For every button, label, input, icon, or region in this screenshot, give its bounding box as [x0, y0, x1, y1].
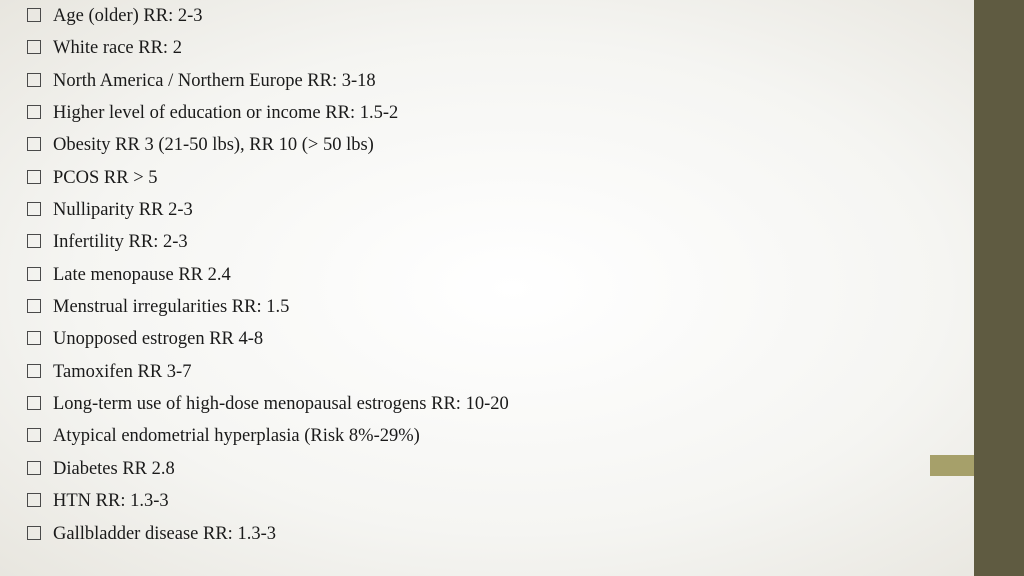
list-item: Higher level of education or income RR: …	[27, 101, 907, 125]
checkbox-bullet-icon	[27, 396, 41, 410]
list-item-text: HTN RR: 1.3-3	[53, 489, 907, 513]
checkbox-bullet-icon	[27, 299, 41, 313]
checkbox-bullet-icon	[27, 40, 41, 54]
checkbox-bullet-icon	[27, 461, 41, 475]
list-item-text: Age (older) RR: 2-3	[53, 4, 907, 28]
checkbox-bullet-icon	[27, 170, 41, 184]
checkbox-bullet-icon	[27, 493, 41, 507]
list-item-text: Obesity RR 3 (21-50 lbs), RR 10 (> 50 lb…	[53, 133, 907, 157]
sidebar-accent-block	[930, 455, 974, 476]
list-item: Obesity RR 3 (21-50 lbs), RR 10 (> 50 lb…	[27, 133, 907, 157]
list-item-text: Menstrual irregularities RR: 1.5	[53, 295, 907, 319]
list-item-text: Gallbladder disease RR: 1.3-3	[53, 522, 907, 546]
checkbox-bullet-icon	[27, 8, 41, 22]
list-item-text: North America / Northern Europe RR: 3-18	[53, 69, 907, 93]
list-item-text: Atypical endometrial hyperplasia (Risk 8…	[53, 424, 907, 448]
list-item: Atypical endometrial hyperplasia (Risk 8…	[27, 424, 907, 448]
list-item-text: PCOS RR > 5	[53, 166, 907, 190]
list-item-text: White race RR: 2	[53, 36, 907, 60]
list-item: Long-term use of high-dose menopausal es…	[27, 392, 907, 416]
checkbox-bullet-icon	[27, 267, 41, 281]
checkbox-bullet-icon	[27, 137, 41, 151]
list-item-text: Long-term use of high-dose menopausal es…	[53, 392, 907, 416]
list-item: PCOS RR > 5	[27, 166, 907, 190]
sidebar-right-bar	[974, 0, 1024, 576]
list-item: White race RR: 2	[27, 36, 907, 60]
list-item-text: Higher level of education or income RR: …	[53, 101, 907, 125]
risk-factor-list: Age (older) RR: 2-3 White race RR: 2 Nor…	[27, 4, 907, 546]
list-item: North America / Northern Europe RR: 3-18	[27, 69, 907, 93]
list-item-text: Late menopause RR 2.4	[53, 263, 907, 287]
checkbox-bullet-icon	[27, 364, 41, 378]
checkbox-bullet-icon	[27, 234, 41, 248]
content-area: Age (older) RR: 2-3 White race RR: 2 Nor…	[27, 4, 907, 554]
checkbox-bullet-icon	[27, 202, 41, 216]
list-item-text: Nulliparity RR 2-3	[53, 198, 907, 222]
list-item-text: Tamoxifen RR 3-7	[53, 360, 907, 384]
list-item: Diabetes RR 2.8	[27, 457, 907, 481]
list-item: Infertility RR: 2-3	[27, 230, 907, 254]
list-item: Tamoxifen RR 3-7	[27, 360, 907, 384]
list-item: Unopposed estrogen RR 4-8	[27, 327, 907, 351]
checkbox-bullet-icon	[27, 105, 41, 119]
list-item: Nulliparity RR 2-3	[27, 198, 907, 222]
list-item-text: Infertility RR: 2-3	[53, 230, 907, 254]
list-item-text: Unopposed estrogen RR 4-8	[53, 327, 907, 351]
checkbox-bullet-icon	[27, 526, 41, 540]
list-item: HTN RR: 1.3-3	[27, 489, 907, 513]
list-item: Late menopause RR 2.4	[27, 263, 907, 287]
list-item: Menstrual irregularities RR: 1.5	[27, 295, 907, 319]
checkbox-bullet-icon	[27, 73, 41, 87]
slide: Age (older) RR: 2-3 White race RR: 2 Nor…	[0, 0, 1024, 576]
checkbox-bullet-icon	[27, 428, 41, 442]
list-item: Gallbladder disease RR: 1.3-3	[27, 522, 907, 546]
list-item-text: Diabetes RR 2.8	[53, 457, 907, 481]
checkbox-bullet-icon	[27, 331, 41, 345]
list-item: Age (older) RR: 2-3	[27, 4, 907, 28]
